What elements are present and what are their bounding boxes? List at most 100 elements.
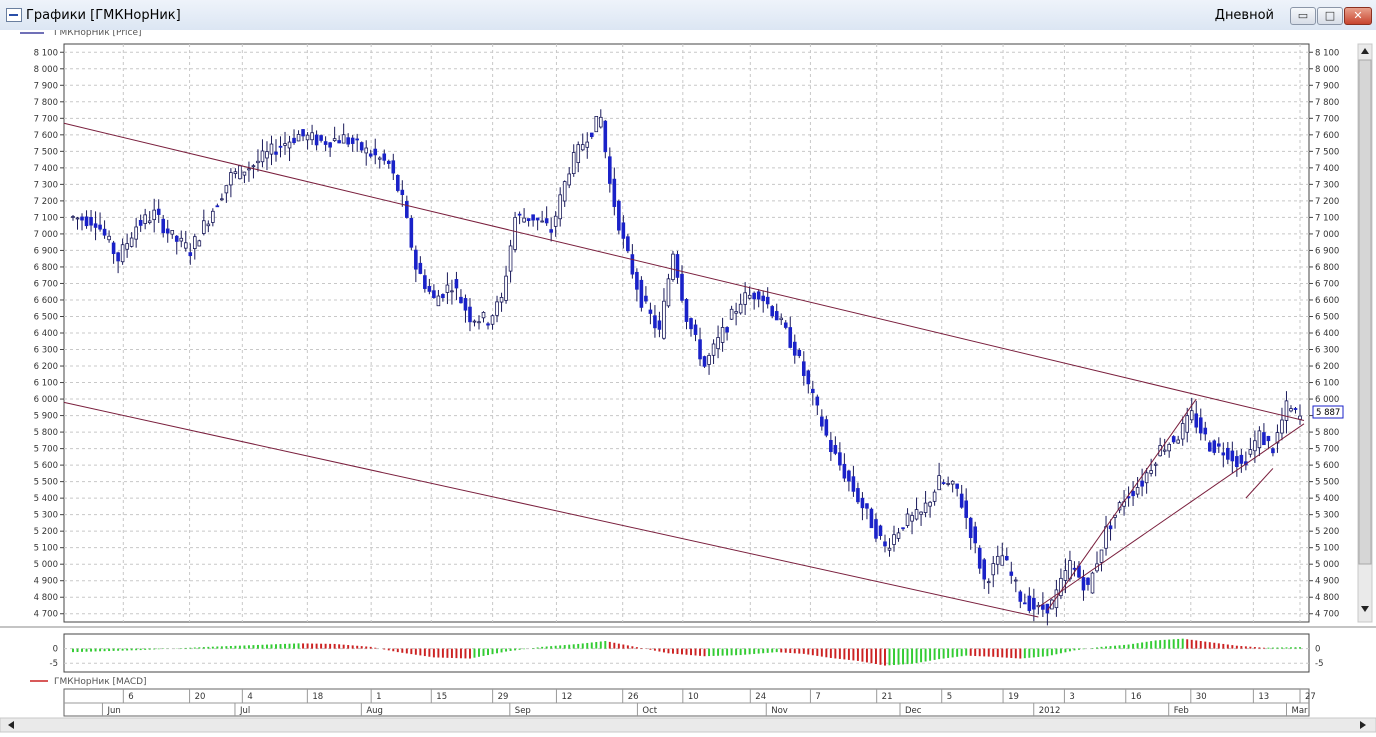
candle-body [107, 235, 111, 241]
candle-body [1162, 449, 1167, 452]
candle-body [247, 168, 251, 171]
candle-body [982, 559, 987, 580]
candle-body [941, 482, 946, 484]
day-tick-label: 21 [882, 692, 893, 702]
month-tick-label: Aug [366, 706, 383, 716]
candle-body [211, 210, 215, 223]
candle-body [423, 275, 427, 289]
candle-body [395, 174, 400, 191]
date-axis-months: Jun Jul Aug Sep Oct Nov Dec 2012 Feb Mar [101, 703, 1308, 716]
month-tick-label: Jul [239, 706, 250, 716]
candle-body [346, 137, 350, 145]
restore-button[interactable]: □ [1317, 7, 1343, 25]
candle-body [1027, 595, 1032, 611]
candle-body [544, 218, 549, 224]
candle-body [400, 189, 405, 196]
day-tick-label: 12 [561, 692, 572, 702]
candle-body [526, 218, 531, 222]
price-tick-label-right: 5 300 [1315, 511, 1339, 521]
price-tick-label-left: 7 900 [34, 81, 58, 91]
candle-body [851, 476, 856, 492]
candle-body [332, 138, 337, 142]
candle-body [869, 508, 874, 529]
candle-body [517, 213, 522, 216]
day-tick-label: 18 [312, 692, 323, 702]
day-tick-label: 15 [436, 692, 447, 702]
price-tick-label-right: 6 700 [1315, 279, 1339, 289]
candle-body [450, 290, 454, 293]
candle-body [811, 388, 815, 394]
price-tick-label-right: 6 800 [1315, 263, 1339, 273]
candle-body [1000, 555, 1005, 566]
price-tick-label-left: 5 900 [34, 412, 58, 422]
candle-body [770, 306, 775, 317]
scroll-up-icon[interactable] [1361, 48, 1369, 54]
candle-body [689, 318, 693, 330]
price-tick-label-left: 8 100 [34, 48, 58, 58]
candle-body [644, 295, 648, 302]
candle-body [626, 236, 630, 252]
candle-body [1176, 439, 1181, 444]
candle-body [874, 519, 878, 539]
price-grid [64, 44, 1309, 622]
candle-body [901, 527, 905, 530]
candle-body [973, 526, 978, 544]
horizontal-scrollbar[interactable] [0, 717, 1376, 733]
minimize-button[interactable]: ▭ [1290, 7, 1316, 25]
month-tick-label: Feb [1174, 706, 1189, 716]
candle-body [1221, 452, 1226, 456]
candle-body [102, 228, 107, 236]
day-tick-label: 6 [128, 692, 133, 702]
day-tick-label: 7 [815, 692, 820, 702]
period-label[interactable]: Дневной [1214, 8, 1274, 23]
candle-body [120, 244, 125, 263]
candle-body [959, 493, 964, 508]
candle-body [914, 509, 919, 520]
candle-body [630, 254, 635, 275]
candle-body [265, 151, 269, 159]
candle-body [1144, 472, 1149, 484]
candle-body [1194, 413, 1199, 428]
candle-body [486, 323, 490, 326]
scroll-right-icon[interactable] [1360, 721, 1366, 729]
candle-body [1009, 571, 1014, 576]
candle-body [156, 208, 161, 215]
price-tick-label-left: 6 400 [34, 329, 58, 339]
candle-body [1280, 419, 1284, 434]
candle-body [824, 419, 829, 436]
month-tick-label: Oct [642, 706, 657, 716]
candle-body [1207, 442, 1212, 452]
month-tick-label: Sep [515, 706, 531, 716]
last-price-tag [1312, 405, 1344, 419]
candle-body [598, 116, 603, 128]
candle-body [603, 120, 608, 153]
candle-body [409, 218, 414, 248]
candle-body [1226, 447, 1230, 460]
scroll-down-icon[interactable] [1361, 606, 1369, 612]
candle-body [589, 132, 594, 138]
day-tick-label: 24 [755, 692, 766, 702]
candle-body [229, 172, 233, 186]
candle-body [1271, 448, 1275, 454]
price-tick-label-right: 5 000 [1315, 560, 1339, 570]
candle-body [355, 138, 359, 141]
candle-body [125, 243, 129, 250]
day-tick-label: 19 [1008, 692, 1019, 702]
candle-body [274, 151, 278, 155]
candle-body [418, 262, 423, 274]
candle-body [1153, 463, 1158, 466]
day-tick-label: 30 [1196, 692, 1207, 702]
price-tick-label-left: 4 900 [34, 577, 58, 587]
vertical-scroll-thumb[interactable] [1358, 59, 1372, 565]
scroll-left-icon[interactable] [8, 721, 14, 729]
candle-body [580, 144, 585, 151]
candle-body [238, 165, 242, 180]
candle-body [977, 547, 982, 569]
candle-body [1257, 430, 1262, 449]
candle-body [89, 216, 93, 226]
close-button[interactable]: ✕ [1344, 7, 1372, 25]
candle-body [910, 515, 914, 522]
price-tick-label-right: 5 600 [1315, 461, 1339, 471]
candle-body [495, 301, 499, 316]
candle-body [833, 445, 838, 454]
